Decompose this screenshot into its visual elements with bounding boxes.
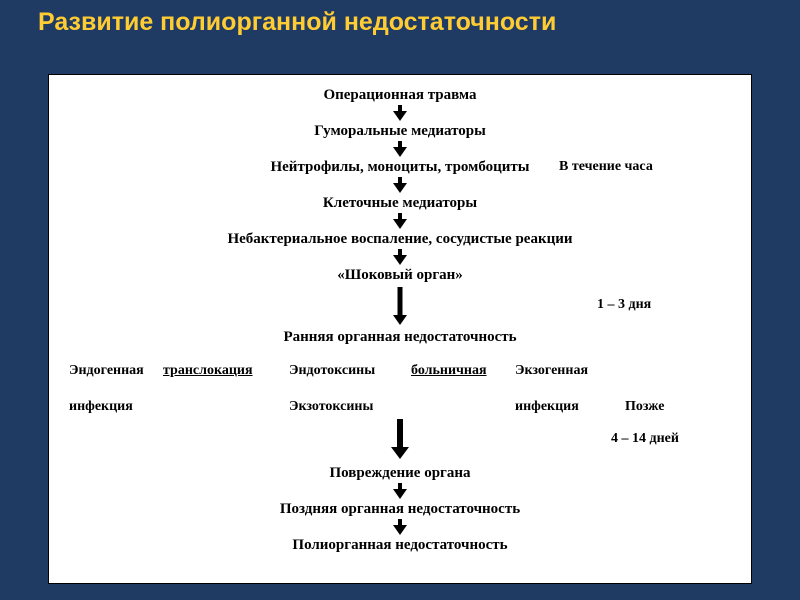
node-late-failure: Поздняя органная недостаточность — [280, 501, 520, 518]
node-organ-damage: Повреждение органа — [329, 465, 470, 482]
node-cell-mediators: Клеточные медиаторы — [323, 195, 477, 212]
node-translocation: транслокация — [163, 363, 253, 379]
node-trauma: Операционная травма — [323, 87, 476, 104]
node-cells: Нейтрофилы, моноциты, тромбоциты — [270, 159, 529, 176]
node-exogenous: Экзогенная — [515, 363, 588, 379]
node-later: Позже — [625, 399, 664, 415]
timelabel-hour: В течение часа — [559, 159, 653, 175]
timelabel-days414: 4 – 14 дней — [611, 431, 679, 447]
node-inflammation: Небактериальное воспаление, сосудистые р… — [227, 231, 572, 248]
node-endogenous: Эндогенная — [69, 363, 144, 379]
node-hospital: больничная — [411, 363, 487, 379]
node-infection-right: инфекция — [515, 399, 579, 415]
node-endotoxins: Эндотоксины — [289, 363, 375, 379]
node-early-failure: Ранняя органная недостаточность — [283, 329, 516, 346]
node-humoral: Гуморальные медиаторы — [314, 123, 486, 140]
timelabel-days13: 1 – 3 дня — [597, 297, 651, 313]
node-exotoxins: Экзотоксины — [289, 399, 373, 415]
diagram-panel: Операционная травма Гуморальные медиатор… — [48, 74, 752, 584]
node-shock-organ: «Шоковый орган» — [337, 267, 463, 284]
node-multiorgan-failure: Полиорганная недостаточность — [292, 537, 507, 554]
node-infection-left: инфекция — [69, 399, 133, 415]
slide-title: Развитие полиорганной недостаточности — [38, 8, 556, 37]
slide: Развитие полиорганной недостаточности Оп… — [0, 0, 800, 600]
